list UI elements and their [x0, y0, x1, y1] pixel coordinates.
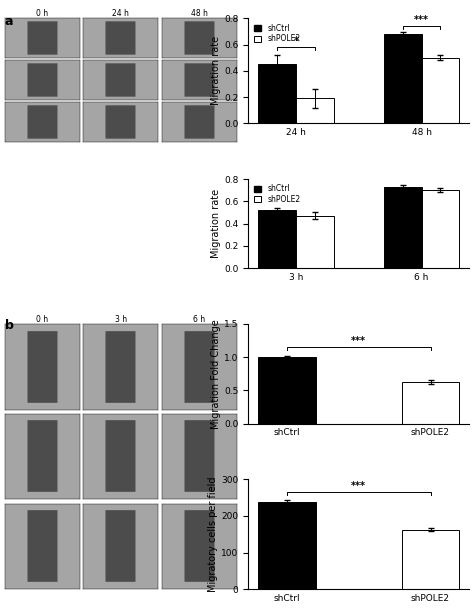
Title: 6 h: 6 h	[193, 315, 206, 324]
Text: ***: ***	[414, 15, 429, 25]
Bar	[296, 98, 334, 123]
Title: 0 h: 0 h	[36, 315, 48, 324]
Y-axis label: Migration rate: Migration rate	[211, 189, 221, 258]
Y-axis label: Migration Fold Change: Migration Fold Change	[211, 319, 221, 429]
Text: ***: ***	[351, 481, 366, 491]
Bar	[421, 190, 459, 268]
Title: 3 h: 3 h	[115, 315, 127, 324]
Title: 48 h: 48 h	[191, 9, 208, 18]
Text: *: *	[293, 36, 299, 46]
Bar	[296, 216, 334, 268]
Bar	[258, 64, 296, 123]
Bar	[258, 210, 296, 268]
Bar	[402, 382, 459, 424]
Bar	[258, 357, 316, 424]
Bar	[258, 502, 316, 589]
Bar	[421, 58, 459, 123]
Text: b: b	[5, 319, 14, 332]
Bar	[384, 34, 421, 123]
Bar	[402, 529, 459, 589]
Legend: shCtrl, shPOLE2: shCtrl, shPOLE2	[252, 22, 302, 45]
Legend: shCtrl, shPOLE2: shCtrl, shPOLE2	[252, 183, 302, 206]
Bar	[384, 187, 421, 268]
Text: ***: ***	[351, 336, 366, 346]
Text: a: a	[5, 15, 13, 28]
Title: 24 h: 24 h	[112, 9, 129, 18]
Y-axis label: Migration rate: Migration rate	[211, 36, 221, 106]
Title: 0 h: 0 h	[36, 9, 48, 18]
Y-axis label: Migratory cells per field: Migratory cells per field	[209, 476, 219, 592]
